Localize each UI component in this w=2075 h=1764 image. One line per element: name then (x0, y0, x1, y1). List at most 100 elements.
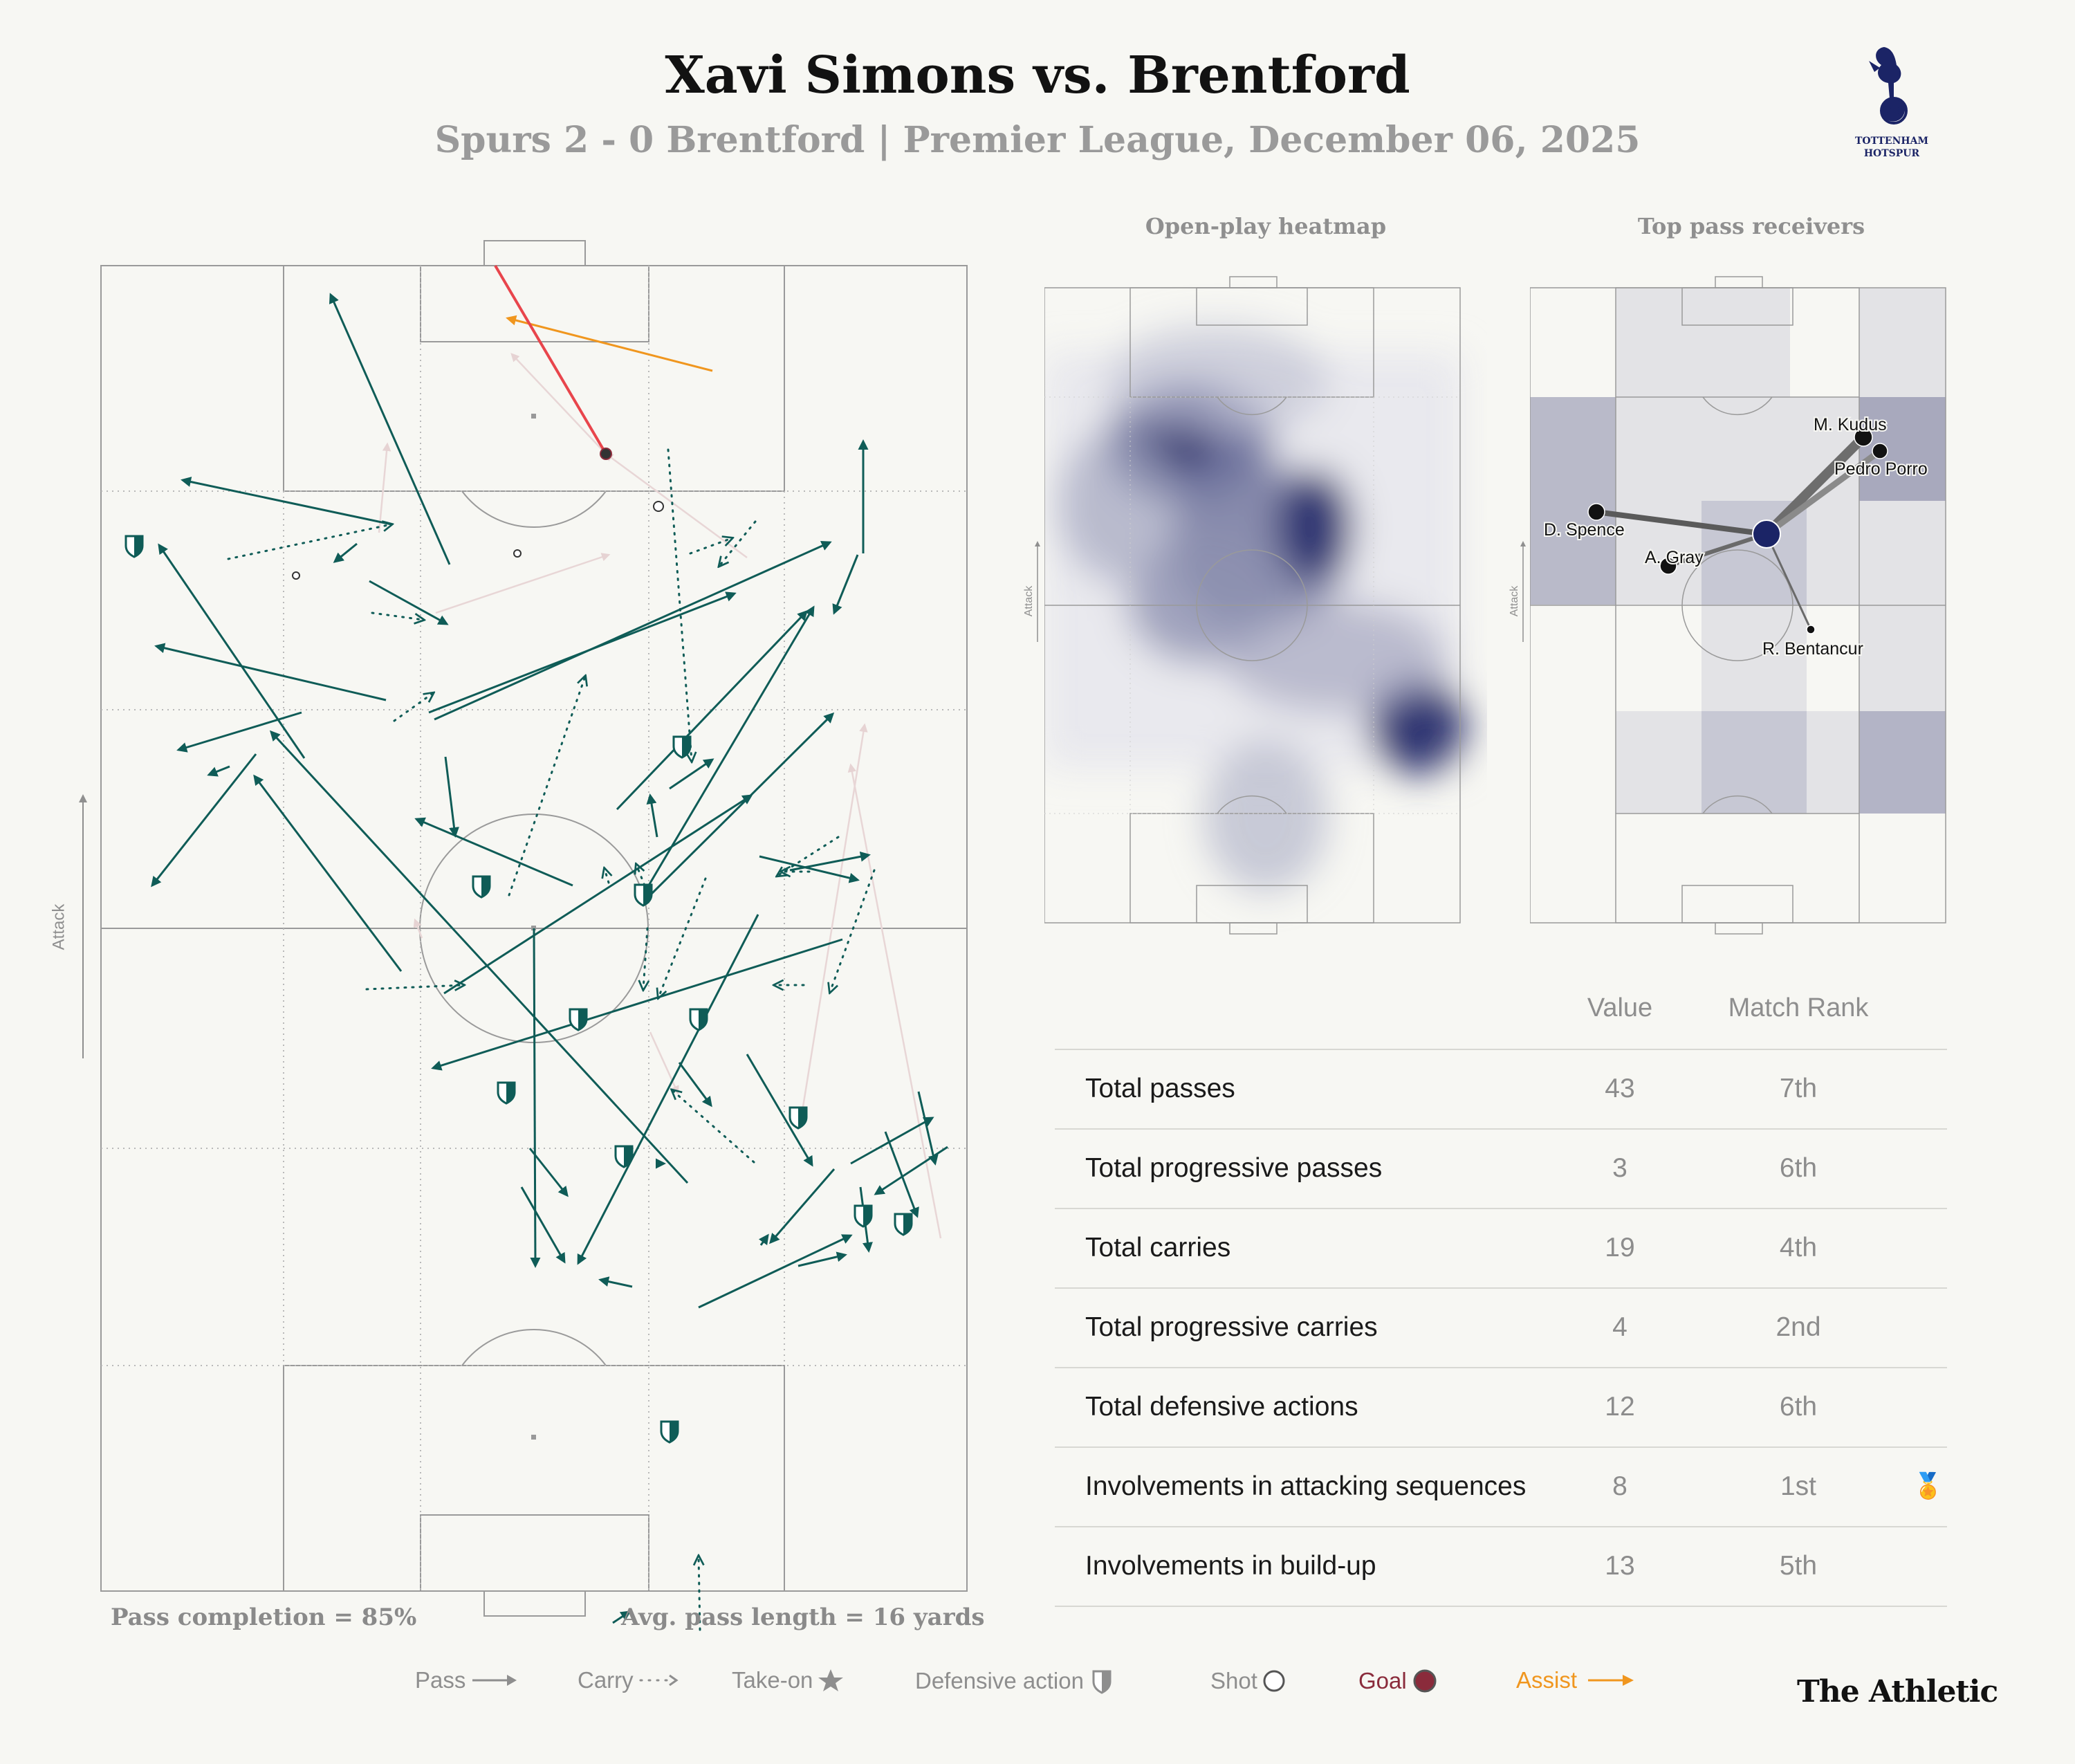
shot-circle-icon (1263, 1670, 1285, 1692)
stat-label: Total progressive passes (1085, 1153, 1383, 1183)
star-icon (818, 1669, 844, 1691)
defensive-action-icon (854, 1204, 873, 1228)
faint-actions (378, 353, 942, 1239)
stat-label: Total progressive carries (1085, 1312, 1378, 1342)
stat-value: 13 (1605, 1551, 1635, 1581)
brand-logo: The Athletic (1797, 1674, 1998, 1709)
goal-shot-line (494, 264, 607, 455)
shot-marker (513, 549, 522, 558)
receiver-node-spence (1587, 503, 1605, 521)
receiver-node-porro (1872, 443, 1888, 459)
stat-value: 4 (1612, 1312, 1627, 1342)
legend-carry: Carry (578, 1667, 679, 1693)
stat-rank: 7th (1779, 1074, 1818, 1103)
stat-rank: 1st (1780, 1471, 1817, 1501)
link-bentancur (1765, 533, 1812, 631)
goal-shot-origin (600, 448, 612, 460)
defensive-action-icon (660, 1420, 679, 1444)
receiver-label-porro: Pedro Porro (1834, 459, 1928, 479)
receiver-node-gray (1659, 557, 1677, 575)
receiver-node-bentancur (1806, 625, 1816, 634)
heatmap-zone-guides (1044, 396, 1460, 814)
stat-row: Involvements in build-up 13 5th (1055, 1526, 1947, 1607)
player-position-node (1752, 520, 1781, 549)
receivers-pitch: M. Kudus Pedro Porro D. Spence A. Gray R… (1530, 276, 1946, 935)
stat-rank: 4th (1779, 1233, 1818, 1262)
match-subtitle: Spurs 2 - 0 Brentford | Premier League, … (434, 119, 1641, 161)
legend-pass-label: Pass (415, 1667, 466, 1693)
receivers-attack-arrow (1520, 541, 1526, 642)
defensive-action-icon (788, 1106, 808, 1130)
heatmap-title: Open-play heatmap (1145, 213, 1387, 239)
stat-label: Involvements in attacking sequences (1085, 1471, 1527, 1501)
shield-icon (1092, 1670, 1112, 1694)
heatmap-pitch (1044, 276, 1466, 935)
stat-value: 8 (1612, 1471, 1627, 1501)
stat-row: Total carries 19 4th (1055, 1208, 1947, 1287)
heatmap-density (1044, 325, 1466, 892)
receiver-labels: M. Kudus Pedro Porro D. Spence A. Gray R… (1542, 414, 1929, 660)
pass-arrow-icon (472, 1675, 517, 1686)
heatmap-pitch-markings (1044, 276, 1461, 935)
action-map-pitch (100, 240, 968, 1631)
link-porro (1763, 448, 1883, 538)
defensive-action-icon (124, 535, 144, 558)
assist-pass (506, 315, 713, 372)
legend-pass: Pass (415, 1667, 518, 1693)
legend-shot-label: Shot (1210, 1668, 1257, 1693)
legend-goal: Goal (1358, 1667, 1440, 1695)
legend: Pass Carry Take-on Defensive action Shot… (0, 1667, 2075, 1709)
penalty-spot-bottom (531, 1435, 536, 1440)
receiver-label-kudus: M. Kudus (1814, 415, 1887, 434)
assist-arrow-icon (1588, 1675, 1634, 1686)
stat-row: Total progressive passes 3 6th (1055, 1128, 1947, 1208)
defensive-action-icon (672, 735, 692, 759)
crest-text-bottom: HOTSPUR (1864, 148, 1920, 159)
stat-value: 12 (1605, 1392, 1635, 1422)
defensive-action-icon (894, 1213, 913, 1236)
shot-marker (653, 501, 664, 512)
defensive-action-icon (614, 1145, 634, 1168)
defensive-action-icon (472, 875, 491, 899)
legend-goal-label: Goal (1358, 1668, 1407, 1693)
rank-column-header: Match Rank (1728, 993, 1869, 1022)
receiver-node-kudus (1854, 428, 1873, 447)
stat-value: 43 (1605, 1074, 1635, 1103)
legend-carry-label: Carry (578, 1667, 634, 1693)
stat-rank: 6th (1779, 1392, 1818, 1422)
legend-defensive: Defensive action (915, 1667, 1116, 1695)
link-kudus (1762, 432, 1868, 539)
receiver-label-bentancur: R. Bentancur (1762, 639, 1863, 659)
value-column-header: Value (1587, 993, 1653, 1022)
page-title: Xavi Simons vs. Brentford (665, 46, 1410, 105)
receiver-links (1594, 432, 1883, 631)
stat-row: Total passes 43 7th (1055, 1049, 1947, 1128)
stat-value: 3 (1612, 1153, 1627, 1183)
stat-row: Total progressive carries 4 2nd (1055, 1287, 1947, 1367)
club-crest-logo: TOTTENHAM HOTSPUR (1855, 47, 1928, 159)
legend-takeon: Take-on (732, 1667, 845, 1693)
defensive-action-icon (497, 1081, 516, 1105)
avg-pass-length-stat: Avg. pass length = 16 yards (621, 1604, 985, 1631)
legend-assist-label: Assist (1516, 1667, 1578, 1693)
stats-table: Value Match Rank Total passes 43 7th Total … (1055, 982, 1947, 1607)
stat-label: Total carries (1085, 1233, 1231, 1262)
stat-label: Total defensive actions (1085, 1392, 1358, 1422)
penalty-spot-top (531, 414, 536, 419)
legend-shot: Shot (1210, 1667, 1289, 1695)
stat-row: Involvements in attacking sequences 8 1st 🏅 (1055, 1446, 1947, 1526)
stat-label: Involvements in build-up (1085, 1551, 1376, 1581)
stats-header: Value Match Rank (1055, 982, 1947, 1049)
stat-rank: 2nd (1776, 1312, 1821, 1342)
stat-value: 19 (1605, 1233, 1635, 1262)
carry-actions (227, 448, 876, 1631)
legend-assist: Assist (1516, 1667, 1636, 1693)
stats-rows: Total passes 43 7th Total progressive passe… (1055, 1049, 1947, 1607)
receiver-label-spence: D. Spence (1544, 520, 1625, 540)
crest-text-top: TOTTENHAM (1855, 136, 1928, 147)
carry-arrow-icon (639, 1674, 679, 1687)
defensive-actions (124, 535, 913, 1444)
stat-rank: 6th (1779, 1153, 1818, 1183)
defensive-action-icon (569, 1008, 588, 1031)
